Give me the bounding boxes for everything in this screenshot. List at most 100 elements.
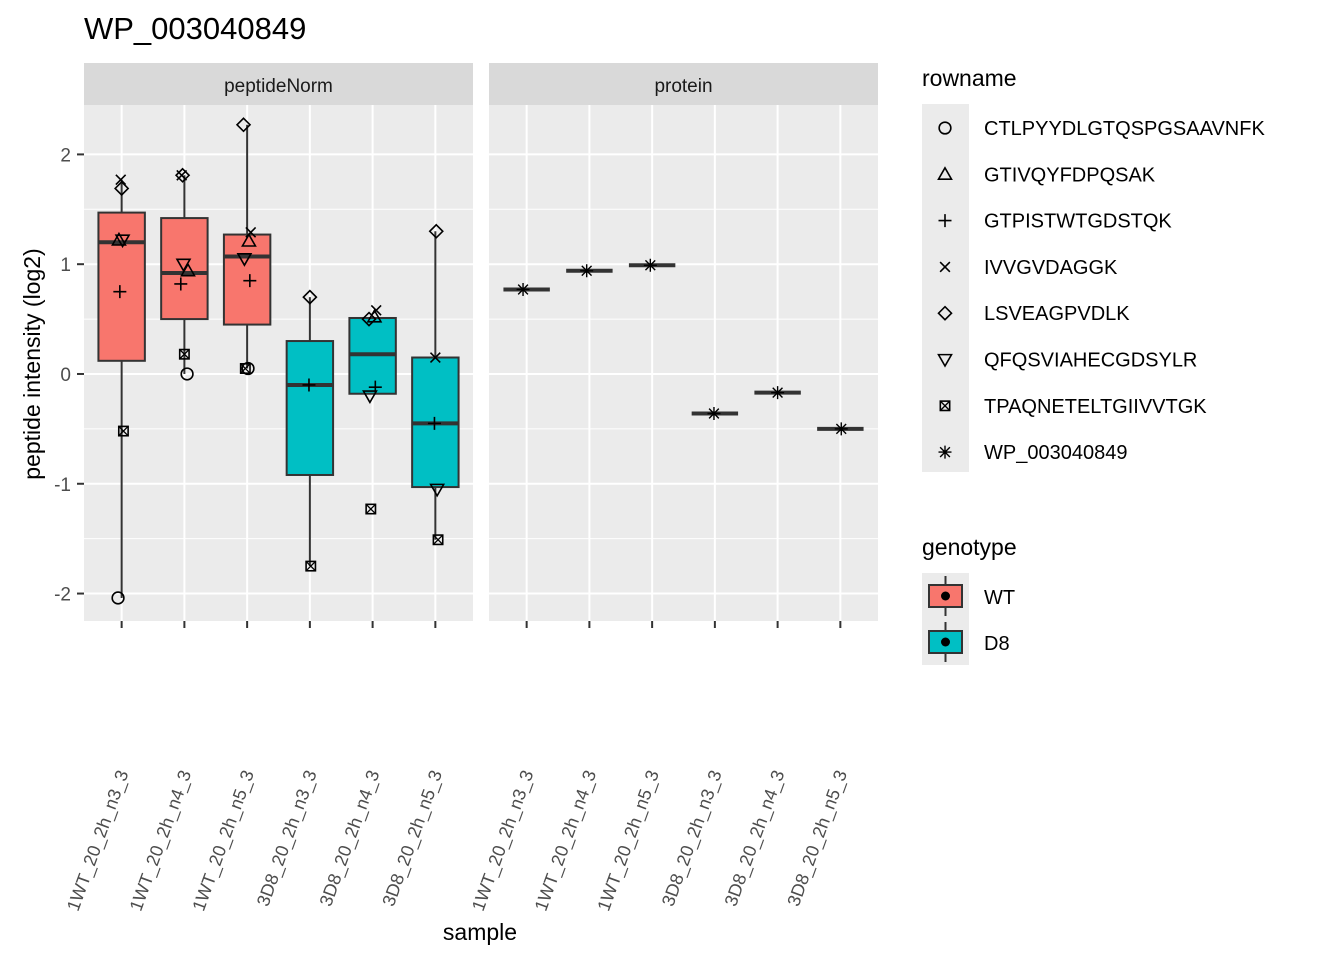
point-protein: [771, 386, 785, 400]
legend-rowname-item: QFQSVIAHECGDSYLR: [937, 350, 1197, 372]
y-tick-label: -1: [54, 475, 71, 496]
legend-rowname-item: GTIVQYFDPQSAK: [937, 164, 1156, 186]
point-peptideNorm: [236, 253, 253, 267]
point-peptideNorm: [180, 367, 194, 381]
point-peptideNorm: [361, 311, 377, 327]
point-peptideNorm: [115, 174, 127, 186]
point-peptideNorm: [432, 534, 444, 546]
legend-genotype-title: genotype: [922, 534, 1017, 560]
y-tick-label: 1: [60, 255, 71, 276]
panel-background: [84, 105, 473, 621]
point-peptideNorm: [174, 167, 191, 183]
point-peptideNorm-shape: [178, 348, 190, 360]
point-peptideNorm-shape: [305, 560, 317, 572]
legend-rowname-key-shape: [937, 353, 953, 368]
point-peptideNorm-shape: [239, 363, 251, 374]
legend-genotype-label: WT: [984, 587, 1015, 609]
point-peptideNorm: [178, 348, 190, 360]
box-body: [222, 233, 272, 326]
legend-genotype: genotype WT D8: [922, 534, 1017, 665]
facet-strip-label: peptideNorm: [224, 76, 333, 97]
point-peptideNorm-shape: [174, 167, 191, 183]
point-protein: [643, 258, 657, 272]
legend-rowname-key: [937, 353, 953, 368]
legend-rowname-label: WP_003040849: [984, 442, 1127, 464]
point-peptideNorm-shape: [111, 591, 125, 605]
point-peptideNorm: [302, 378, 316, 392]
legend-rowname-key: [938, 445, 952, 459]
point-protein-shape: [580, 264, 594, 278]
point-peptideNorm-shape: [180, 367, 194, 381]
y-tick-label: 2: [60, 145, 71, 166]
x-tick-label: 1WT_20_2h_n3_3: [63, 768, 133, 914]
point-peptideNorm-shape: [427, 416, 441, 430]
point-peptideNorm: [429, 483, 446, 498]
box-peptideNorm-5: [411, 231, 460, 540]
legend-rowname: rowname CTLPYYDLGTQSPGSAAVNFK GTIVQYFDPQS…: [922, 65, 1265, 472]
legend-rowname-key-shape: [937, 305, 953, 321]
point-peptideNorm-shape: [432, 534, 444, 546]
point-peptideNorm-shape: [302, 378, 316, 392]
legend-genotype-items: WT D8: [922, 573, 1015, 665]
legend-rowname-label: CTLPYYDLGTQSPGSAAVNFK: [984, 118, 1265, 140]
box-peptideNorm-3: [285, 297, 335, 567]
legend-rowname-key: [939, 400, 951, 412]
point-peptideNorm: [117, 425, 129, 437]
x-tick-label: 1WT_20_2h_n4_3: [531, 768, 601, 914]
legend-rowname-items: CTLPYYDLGTQSPGSAAVNFK GTIVQYFDPQSAK GTPIST…: [937, 118, 1265, 464]
point-protein: [580, 264, 594, 278]
point-peptideNorm: [428, 223, 444, 239]
x-tick-label: 3D8_20_2h_n3_3: [658, 768, 727, 910]
legend-rowname-item: IVVGVDAGGK: [939, 257, 1118, 279]
legend-rowname-key-shape-x: [939, 400, 951, 411]
point-peptideNorm-shape-x: [179, 349, 190, 360]
legend-rowname-key-shape: [938, 121, 952, 135]
x-tick-label: 3D8_20_2h_n5_3: [783, 768, 852, 910]
point-peptideNorm: [305, 560, 317, 572]
point-peptideNorm-shape: [428, 223, 444, 239]
legend-genotype-item: WT: [922, 573, 1015, 619]
legend-rowname-item: TPAQNETELTGIIVVTGK: [939, 396, 1207, 418]
legend-rowname-label: GTPISTWTGDSTQK: [984, 211, 1172, 233]
x-tick-label: 1WT_20_2h_n4_3: [126, 768, 196, 914]
point-peptideNorm-shape: [366, 308, 383, 323]
point-peptideNorm-shape-x: [365, 503, 376, 515]
point-protein-shape: [771, 386, 785, 400]
point-protein: [516, 282, 530, 296]
x-tick-label: 1WT_20_2h_n3_3: [468, 768, 538, 914]
point-protein-shape: [707, 407, 721, 421]
legend-rowname-key-shape: [937, 166, 953, 180]
point-peptideNorm-shape: [114, 180, 130, 197]
x-tick-label: 3D8_20_2h_n3_3: [253, 768, 322, 910]
point-peptideNorm-shape-x: [432, 534, 444, 545]
point-peptideNorm-shape: [111, 231, 127, 246]
point-peptideNorm: [114, 180, 130, 197]
point-peptideNorm: [235, 117, 252, 133]
legend-genotype-key-dot: [941, 637, 950, 647]
legend-genotype-item: D8: [922, 619, 1010, 665]
point-peptideNorm-shape: [241, 233, 257, 247]
legend-genotype-label: D8: [984, 633, 1010, 655]
point-peptideNorm-shape: [245, 226, 257, 238]
point-peptideNorm-shape: [370, 304, 382, 316]
point-peptideNorm-shape: [429, 352, 441, 363]
legend-rowname-key: [938, 214, 952, 228]
point-peptideNorm: [111, 231, 127, 246]
x-tick-label: 1WT_20_2h_n5_3: [593, 768, 663, 914]
box-peptideNorm-2: [222, 124, 272, 369]
point-peptideNorm-shape: [113, 285, 127, 299]
point-peptideNorm-shape-x: [305, 560, 316, 572]
legend-rowname-label: TPAQNETELTGIIVVTGK: [984, 396, 1207, 418]
point-peptideNorm: [241, 361, 255, 376]
point-peptideNorm: [174, 277, 188, 291]
point-peptideNorm-shape: [115, 174, 127, 186]
legend-rowname-item: CTLPYYDLGTQSPGSAAVNFK: [938, 118, 1265, 140]
x-tick-label: 3D8_20_2h_n4_3: [721, 768, 790, 910]
point-peptideNorm-shape: [365, 503, 377, 515]
y-axis-title: peptide intensity (log2): [19, 248, 45, 479]
legend-rowname-item: LSVEAGPVDLK: [937, 303, 1130, 325]
legend-rowname-label: IVVGVDAGGK: [984, 257, 1118, 279]
legend-rowname-key: [937, 305, 953, 321]
